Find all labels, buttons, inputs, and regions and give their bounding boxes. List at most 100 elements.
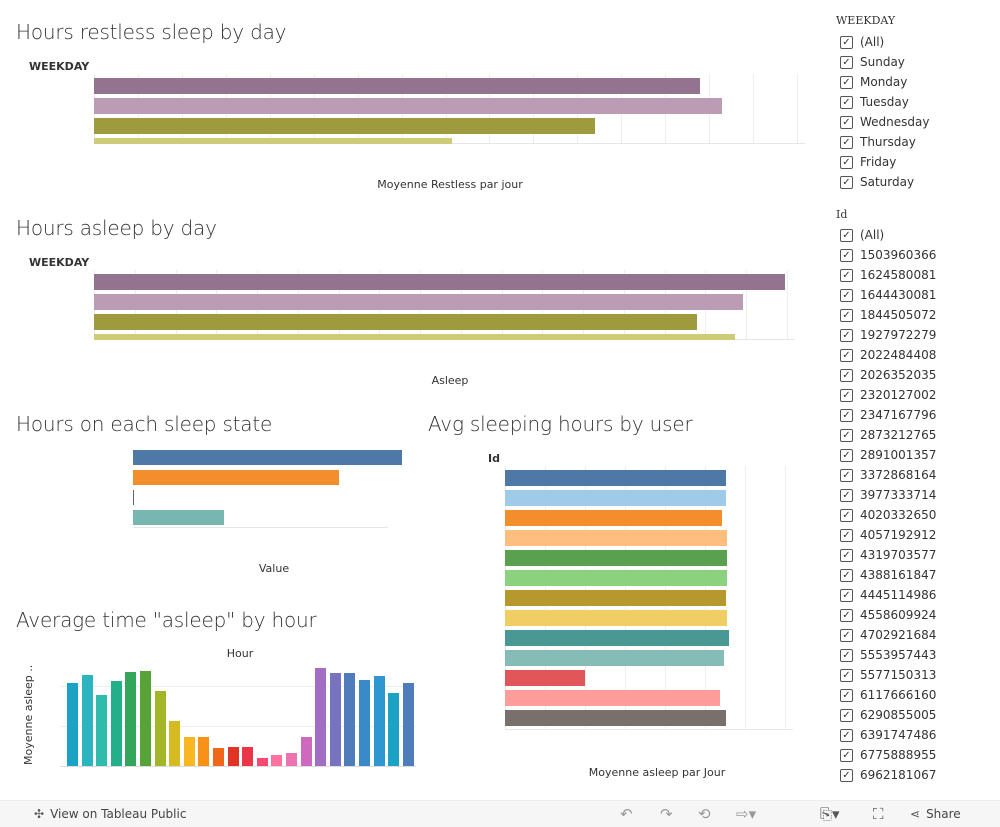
checkbox-checked-icon[interactable]: ✓ xyxy=(840,568,853,582)
filter-checkbox-item[interactable]: ✓ Wednesday xyxy=(840,113,929,131)
checkbox-checked-icon[interactable]: ✓ xyxy=(840,508,853,522)
filter-checkbox-item[interactable]: ✓ 4020332650 xyxy=(840,506,936,524)
checkbox-checked-icon[interactable]: ✓ xyxy=(840,175,853,189)
share-icon: ⋖ xyxy=(910,807,921,821)
bar xyxy=(242,747,254,766)
checkbox-checked-icon[interactable]: ✓ xyxy=(840,688,853,702)
filter-checkbox-item[interactable]: ✓ 2026352035 xyxy=(840,366,936,384)
filter-checkbox-item[interactable]: ✓ 2873212765 xyxy=(840,426,936,444)
filter-checkbox-item[interactable]: ✓ 1844505072 xyxy=(840,306,936,324)
filter-checkbox-item[interactable]: ✓ 2347167796 xyxy=(840,406,936,424)
checkbox-label: 6391747486 xyxy=(860,728,937,742)
bar xyxy=(256,758,268,766)
id-filter-title: Id xyxy=(836,208,848,221)
checkbox-checked-icon[interactable]: ✓ xyxy=(840,748,853,762)
checkbox-checked-icon[interactable]: ✓ xyxy=(840,135,853,149)
filter-checkbox-item[interactable]: ✓ 4388161847 xyxy=(840,566,936,584)
filter-checkbox-item[interactable]: ✓ 3977333714 xyxy=(840,486,936,504)
checkbox-checked-icon[interactable]: ✓ xyxy=(840,368,853,382)
checkbox-checked-icon[interactable]: ✓ xyxy=(840,768,853,782)
filter-checkbox-item[interactable]: ✓ 1503960366 xyxy=(840,246,936,264)
checkbox-checked-icon[interactable]: ✓ xyxy=(840,248,853,262)
revert-icon[interactable]: ⟲ xyxy=(698,805,711,823)
filter-checkbox-item[interactable]: ✓ 2891001357 xyxy=(840,446,936,464)
view-on-tableau-button[interactable]: ✣ View on Tableau Public xyxy=(34,807,186,821)
checkbox-checked-icon[interactable]: ✓ xyxy=(840,628,853,642)
bar xyxy=(344,673,356,766)
gridline xyxy=(745,466,746,730)
download-icon[interactable]: ⎘▾ xyxy=(820,805,840,823)
filter-checkbox-item[interactable]: ✓ 6962181067 xyxy=(840,766,936,784)
filter-checkbox-item[interactable]: ✓ (All) xyxy=(840,226,884,244)
hour-chart-title: Average time "asleep" by hour xyxy=(16,608,317,632)
checkbox-checked-icon[interactable]: ✓ xyxy=(840,728,853,742)
checkbox-checked-icon[interactable]: ✓ xyxy=(840,75,853,89)
checkbox-checked-icon[interactable]: ✓ xyxy=(840,55,853,69)
filter-checkbox-item[interactable]: ✓ Sunday xyxy=(840,53,905,71)
checkbox-checked-icon[interactable]: ✓ xyxy=(840,115,853,129)
checkbox-checked-icon[interactable]: ✓ xyxy=(840,588,853,602)
filter-checkbox-item[interactable]: ✓ 4057192912 xyxy=(840,526,936,544)
filter-checkbox-item[interactable]: ✓ 6391747486 xyxy=(840,726,936,744)
checkbox-checked-icon[interactable]: ✓ xyxy=(840,488,853,502)
filter-checkbox-item[interactable]: ✓ 6117666160 xyxy=(840,686,936,704)
checkbox-checked-icon[interactable]: ✓ xyxy=(840,288,853,302)
checkbox-checked-icon[interactable]: ✓ xyxy=(840,528,853,542)
filter-checkbox-item[interactable]: ✓ 2022484408 xyxy=(840,346,936,364)
filter-checkbox-item[interactable]: ✓ 6775888955 xyxy=(840,746,936,764)
checkbox-checked-icon[interactable]: ✓ xyxy=(840,328,853,342)
bar xyxy=(505,570,727,586)
checkbox-label: 4020332650 xyxy=(860,508,937,522)
checkbox-checked-icon[interactable]: ✓ xyxy=(840,388,853,402)
filter-checkbox-item[interactable]: ✓ Friday xyxy=(840,153,896,171)
filter-checkbox-item[interactable]: ✓ 4319703577 xyxy=(840,546,936,564)
filter-checkbox-item[interactable]: ✓ (All) xyxy=(840,33,884,51)
filter-checkbox-item[interactable]: ✓ 4702921684 xyxy=(840,626,936,644)
checkbox-checked-icon[interactable]: ✓ xyxy=(840,348,853,362)
checkbox-label: Thursday xyxy=(860,135,916,149)
checkbox-label: Sunday xyxy=(860,55,905,69)
filter-checkbox-item[interactable]: ✓ Monday xyxy=(840,73,907,91)
checkbox-checked-icon[interactable]: ✓ xyxy=(840,308,853,322)
filter-checkbox-item[interactable]: ✓ Tuesday xyxy=(840,93,909,111)
fullscreen-icon[interactable]: ⛶ xyxy=(873,805,884,823)
filter-checkbox-item[interactable]: ✓ Thursday xyxy=(840,133,916,151)
checkbox-checked-icon[interactable]: ✓ xyxy=(840,448,853,462)
checkbox-label: Monday xyxy=(860,75,908,89)
checkbox-checked-icon[interactable]: ✓ xyxy=(840,155,853,169)
checkbox-checked-icon[interactable]: ✓ xyxy=(840,35,853,49)
hour-col-header: Hour xyxy=(226,647,254,660)
refresh-icon[interactable]: ⇨▾ xyxy=(736,805,757,823)
filter-checkbox-item[interactable]: ✓ 4558609924 xyxy=(840,606,936,624)
filter-checkbox-item[interactable]: ✓ 6290855005 xyxy=(840,706,936,724)
checkbox-checked-icon[interactable]: ✓ xyxy=(840,608,853,622)
checkbox-checked-icon[interactable]: ✓ xyxy=(840,648,853,662)
checkbox-label: 2022484408 xyxy=(860,348,937,362)
bar xyxy=(133,450,403,465)
checkbox-checked-icon[interactable]: ✓ xyxy=(840,468,853,482)
checkbox-checked-icon[interactable]: ✓ xyxy=(840,548,853,562)
filter-checkbox-item[interactable]: ✓ 4445114986 xyxy=(840,586,936,604)
checkbox-checked-icon[interactable]: ✓ xyxy=(840,268,853,282)
checkbox-checked-icon[interactable]: ✓ xyxy=(840,708,853,722)
filter-checkbox-item[interactable]: ✓ 1927972279 xyxy=(840,326,936,344)
filter-checkbox-item[interactable]: ✓ 1644430081 xyxy=(840,286,936,304)
filter-checkbox-item[interactable]: ✓ 5553957443 xyxy=(840,646,936,664)
checkbox-checked-icon[interactable]: ✓ xyxy=(840,428,853,442)
checkbox-checked-icon[interactable]: ✓ xyxy=(840,95,853,109)
undo-icon[interactable]: ↶ xyxy=(620,805,633,823)
checkbox-checked-icon[interactable]: ✓ xyxy=(840,668,853,682)
filter-checkbox-item[interactable]: ✓ 5577150313 xyxy=(840,666,936,684)
filter-checkbox-item[interactable]: ✓ Saturday xyxy=(840,173,914,191)
filter-checkbox-item[interactable]: ✓ 1624580081 xyxy=(840,266,936,284)
checkbox-checked-icon[interactable]: ✓ xyxy=(840,228,853,242)
share-button[interactable]: ⋖ Share xyxy=(910,807,961,821)
checkbox-label: 1927972279 xyxy=(860,328,937,342)
filter-checkbox-item[interactable]: ✓ 3372868164 xyxy=(840,466,936,484)
checkbox-checked-icon[interactable]: ✓ xyxy=(840,408,853,422)
redo-icon[interactable]: ↷ xyxy=(660,805,673,823)
gridline xyxy=(746,270,748,340)
filter-checkbox-item[interactable]: ✓ 2320127002 xyxy=(840,386,936,404)
checkbox-label: 1503960366 xyxy=(860,248,937,262)
checkbox-label: 2873212765 xyxy=(860,428,937,442)
